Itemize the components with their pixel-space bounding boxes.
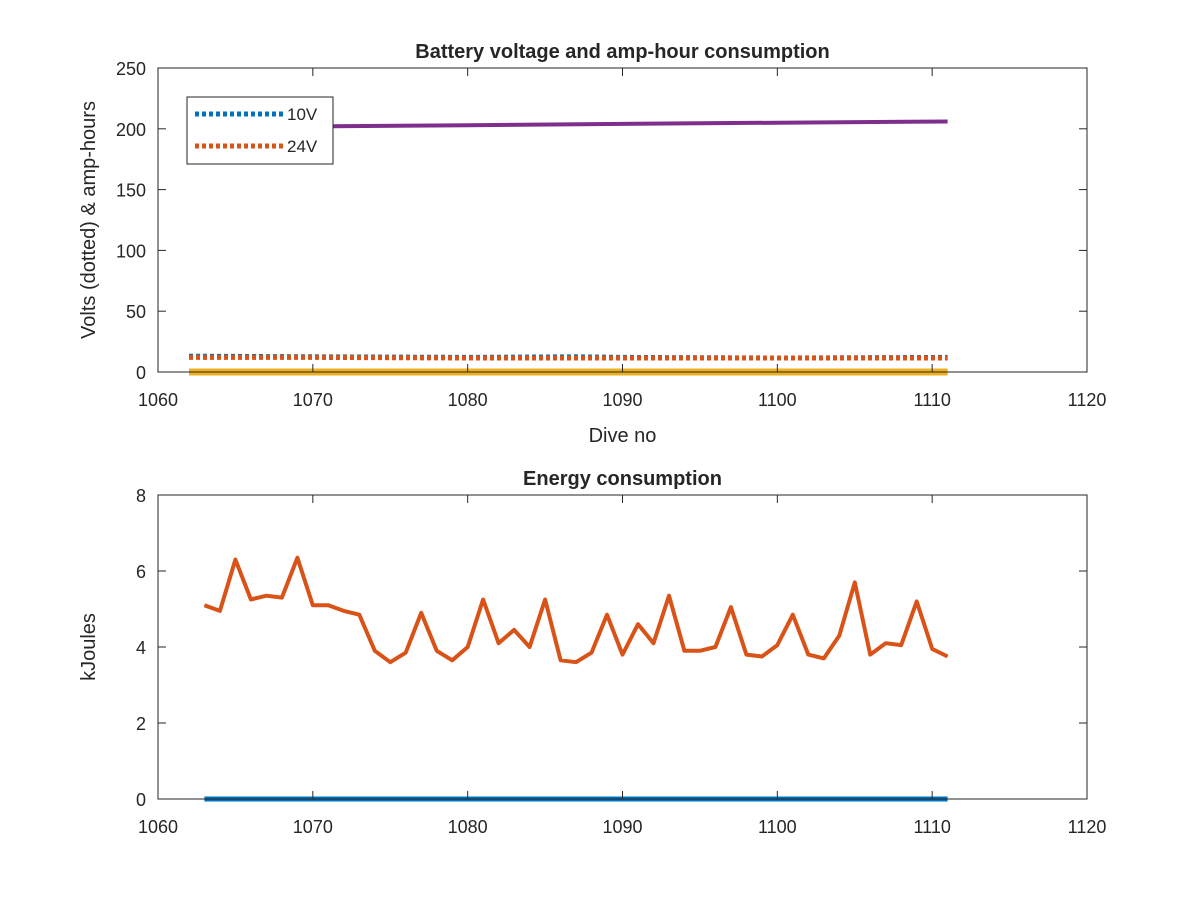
chart-2-xtick-label: 1080 bbox=[448, 817, 488, 837]
chart-1-series-2-line bbox=[189, 354, 948, 361]
legend-box bbox=[186, 96, 334, 165]
chart-2-xtick-label: 1100 bbox=[758, 817, 797, 837]
chart-2-ytick-label: 6 bbox=[136, 562, 146, 582]
chart-2-xtick-label: 1060 bbox=[138, 817, 178, 837]
chart-1-ytick-label: 200 bbox=[116, 120, 146, 140]
chart-2-series-1-line bbox=[203, 555, 949, 665]
legend-entry-1: 10V bbox=[287, 105, 318, 124]
chart-2-xtick-label: 1090 bbox=[602, 817, 642, 837]
chart-1-xtick-label: 1120 bbox=[1068, 390, 1107, 410]
chart-2-axes-box bbox=[157, 494, 1088, 800]
chart-2-ytick-label: 2 bbox=[136, 714, 146, 734]
legend-entry-2: 24V bbox=[287, 137, 318, 156]
chart-2-xtick-label: 1070 bbox=[293, 817, 333, 837]
chart-1 bbox=[157, 67, 1088, 376]
chart-2-xtick-label: 1110 bbox=[913, 817, 950, 837]
chart-2-xtick-label: 1120 bbox=[1068, 817, 1107, 837]
chart-1-xtick-label: 1070 bbox=[293, 390, 333, 410]
chart-2 bbox=[157, 494, 1088, 802]
chart-1-xtick-label: 1080 bbox=[448, 390, 488, 410]
chart-2-ylabel: kJoules bbox=[78, 613, 100, 681]
chart-2-ytick-label: 0 bbox=[136, 790, 146, 810]
chart-1-xtick-label: 1060 bbox=[138, 390, 178, 410]
chart-1-xlabel: Dive no bbox=[589, 425, 657, 447]
chart-1-legend bbox=[186, 96, 334, 165]
chart-1-xtick-label: 1110 bbox=[913, 390, 950, 410]
chart-1-title: Battery voltage and amp-hour consumption bbox=[415, 41, 829, 63]
chart-2-ytick-label: 4 bbox=[136, 638, 146, 658]
chart-1-ytick-label: 150 bbox=[116, 181, 146, 201]
chart-1-ytick-label: 0 bbox=[136, 363, 146, 383]
chart-1-ytick-label: 100 bbox=[116, 241, 146, 261]
chart-1-ytick-label: 50 bbox=[126, 302, 146, 322]
chart-1-xtick-label: 1100 bbox=[758, 390, 797, 410]
chart-2-title: Energy consumption bbox=[523, 468, 722, 490]
chart-1-xtick-label: 1090 bbox=[602, 390, 642, 410]
chart-1-ylabel: Volts (dotted) & amp-hours bbox=[78, 101, 100, 339]
chart-1-ytick-label: 250 bbox=[116, 59, 146, 79]
chart-2-ytick-label: 8 bbox=[136, 486, 146, 506]
